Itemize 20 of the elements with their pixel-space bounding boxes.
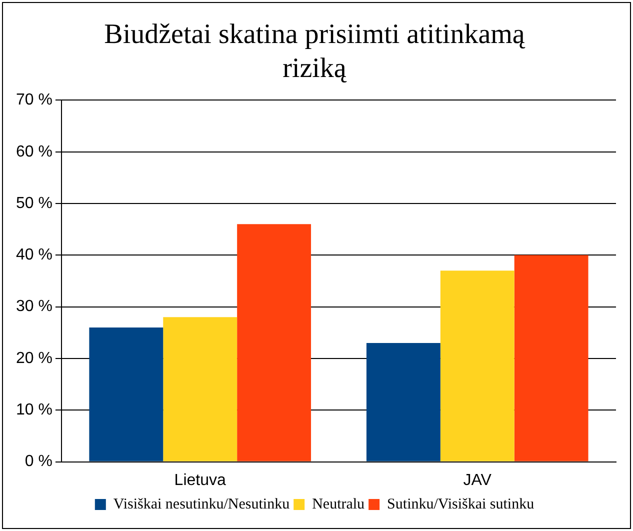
legend-label: Neutralu [312, 496, 366, 512]
y-tick-label: 70 % [16, 92, 52, 109]
y-tick-label: 20 % [16, 350, 52, 367]
y-tick-label: 50 % [16, 194, 52, 212]
bar [440, 270, 514, 462]
bar [89, 327, 164, 462]
bar [237, 224, 312, 462]
legend-label: Visiškai nesutinku/Nesutinku [113, 496, 290, 512]
bar [163, 317, 238, 462]
x-tick-label: Lietuva [174, 472, 226, 489]
y-tick-label: 60 % [16, 143, 52, 160]
y-tick-label: 30 % [16, 298, 52, 316]
x-tick-label: JAV [463, 472, 492, 489]
legend-label: Sutinku/Visiškai sutinku [387, 496, 535, 512]
chart-title: Biudžetai skatina prisiimti atitinkamą riziką [104, 19, 526, 84]
y-tick-label: 10 % [16, 402, 52, 419]
bar [514, 255, 588, 462]
y-tick-label: 0 % [24, 453, 52, 470]
y-tick-label: 40 % [16, 246, 52, 264]
bar [366, 342, 440, 462]
